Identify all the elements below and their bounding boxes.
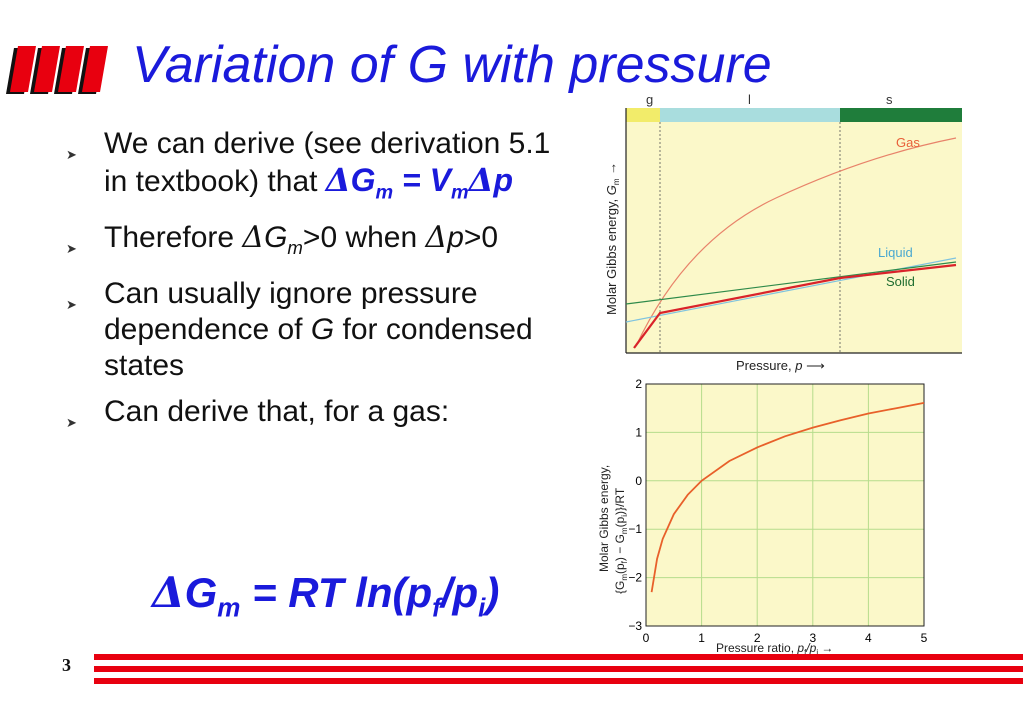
bullet-equation: ΔGm = VmΔp	[325, 161, 513, 204]
liquid-label: Liquid	[878, 245, 913, 260]
y-tick-label: −1	[628, 522, 642, 536]
phase-band-solid	[840, 108, 962, 122]
y-tick-label: 1	[635, 425, 642, 439]
footer-rule-line	[94, 666, 1023, 672]
y-axis-label-sub: {Gm(pf) − Gm(pi)}/RT	[613, 487, 629, 594]
phase-label-l: l	[748, 92, 751, 107]
bullet-item: ➤ Can usually ignore pressure dependence…	[66, 276, 566, 384]
logo-bar-2	[30, 46, 60, 94]
gibbs-pressure-chart: g l s Gas Liquid Solid Molar Gibbs energ…	[604, 92, 962, 373]
y-tick-label: 0	[635, 474, 642, 488]
bullet-text: Can derive that, for a gas:	[104, 395, 450, 429]
arrow-bullet-icon: ➤	[66, 147, 77, 162]
phase-label-g: g	[646, 92, 653, 107]
ln-ratio-curve	[650, 402, 925, 593]
y-axis-label: Molar Gibbs energy, Gm →	[604, 162, 621, 315]
bullet-item: ➤ We can derive (see derivation 5.1 in t…	[66, 126, 566, 210]
logo-bar-4	[78, 46, 108, 94]
x-tick-label: 0	[643, 631, 650, 645]
y-axis-label: Molar Gibbs energy,	[597, 465, 611, 572]
gas-equation: ΔGm = RT ln(pf/pi)	[152, 568, 500, 623]
gas-curve	[635, 137, 957, 347]
arrow-bullet-icon: ➤	[66, 241, 77, 257]
plot-area	[646, 384, 924, 626]
footer-rule	[94, 654, 1023, 684]
bullet-item: ➤ Therefore ΔGm>0 when Δp>0	[66, 220, 566, 266]
gibbs-ratio-chart: 0 1 2 3 4 5 2 1 0 −1 −2 −3 Molar Gibbs energy, {Gm(…	[597, 377, 928, 657]
x-axis-label: Pressure, p ⟶	[736, 358, 825, 373]
slide-title: Variation of G with pressure	[132, 36, 772, 94]
bullet-text: Can usually ignore pressure dependence o…	[104, 277, 533, 383]
stable-phase-curve	[633, 263, 957, 349]
x-tick-label: 2	[754, 631, 761, 645]
page-number: 3	[62, 655, 71, 675]
y-tick-label: −3	[628, 619, 642, 633]
plot-area	[626, 108, 962, 353]
phase-band-gas	[626, 108, 660, 122]
gas-label: Gas	[896, 135, 920, 150]
y-tick-label: −2	[628, 571, 642, 585]
bullet-text: We can derive (see derivation 5.1 in tex…	[104, 127, 551, 198]
footer-rule-line	[94, 654, 1023, 660]
plot-frame	[645, 383, 925, 627]
arrow-bullet-icon: ➤	[66, 297, 77, 313]
x-tick-label: 5	[921, 631, 928, 645]
logo-bars	[6, 46, 108, 94]
x-tick-label: 4	[865, 631, 872, 645]
y-tick-label: 2	[635, 377, 642, 391]
bullet-item: ➤ Can derive that, for a gas:	[66, 394, 566, 430]
logo-bar-3	[54, 46, 84, 94]
solid-line	[625, 261, 957, 305]
phase-band-liquid	[660, 108, 840, 122]
footer-rule-line	[94, 678, 1023, 684]
x-tick-label: 1	[698, 631, 705, 645]
phase-label-s: s	[886, 92, 893, 107]
arrow-bullet-icon: ➤	[66, 415, 77, 431]
tick-labels: 0 1 2 3 4 5 2 1 0 −1 −2 −3	[628, 377, 927, 645]
bullet-text: Therefore ΔGm>0 when Δp>0	[104, 220, 499, 259]
x-tick-label: 3	[809, 631, 816, 645]
logo-bar-1	[6, 46, 36, 94]
bullet-list: ➤ We can derive (see derivation 5.1 in t…	[66, 126, 566, 440]
solid-label: Solid	[886, 274, 915, 289]
